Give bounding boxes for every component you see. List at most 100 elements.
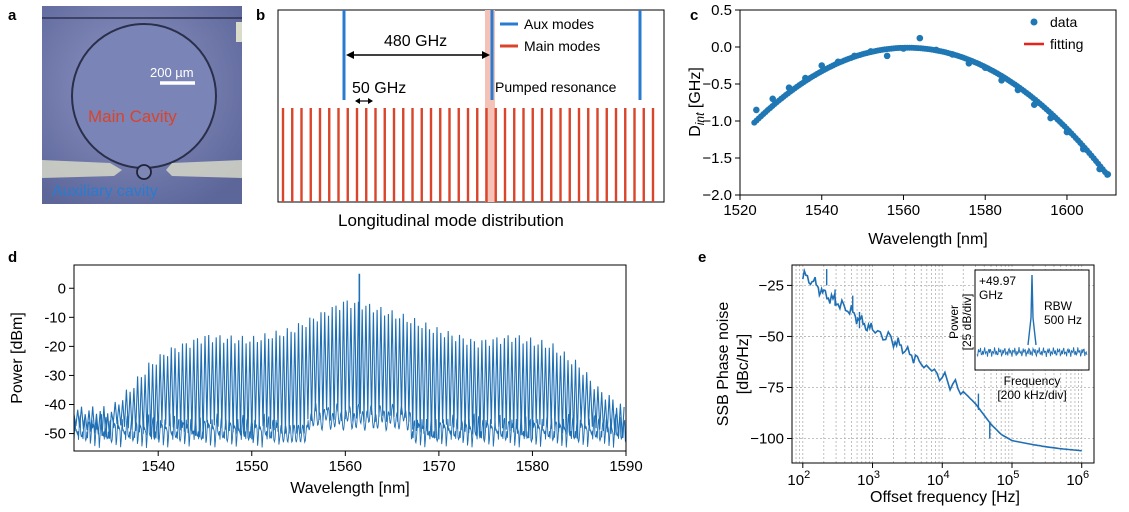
- inset-noise: [976, 346, 1088, 358]
- plot-d-frame: [73, 264, 627, 452]
- x-tick-label: 102: [787, 469, 810, 489]
- inset-ylabel-2: [25 dB/div]: [960, 294, 974, 351]
- y-tick-label: −0.5: [702, 76, 732, 93]
- plot-d-xlabel: Wavelength [nm]: [290, 480, 409, 497]
- legend-data-marker: [1030, 18, 1038, 26]
- legend-fitting-label: fitting: [1050, 36, 1083, 52]
- plot-c-frame: [739, 9, 1117, 196]
- data-point: [981, 64, 989, 72]
- x-tick-label: 106: [1066, 469, 1089, 489]
- panel-d: d 1540 1550 1560 1570 1580 1590 0 -10 -20 -30 -40 -…: [8, 249, 643, 497]
- panel-d-label: d: [8, 249, 17, 266]
- data-point: [998, 77, 1005, 84]
- y-tick-label: 0.5: [711, 2, 732, 19]
- y-tick-label: −75: [759, 379, 784, 396]
- panel-a-label: a: [8, 7, 17, 24]
- data-point: [769, 95, 776, 103]
- x-tick-label: 1600: [1050, 202, 1083, 219]
- pumped-highlight: [485, 10, 495, 202]
- data-point: [965, 59, 973, 67]
- data-point: [916, 34, 924, 42]
- fit-curve: [751, 46, 1109, 177]
- data-point: [949, 51, 956, 58]
- inset-peak: [1027, 274, 1037, 346]
- data-point: [1080, 145, 1087, 153]
- y-tick-label: -40: [44, 397, 66, 414]
- inset-ylabel-1: Power: [947, 305, 961, 339]
- plot-c-ticks: 1520 1540 1560 1580 1600 0.5 0.0 −0.5 −1.0 −1.5 −2…: [702, 2, 1083, 219]
- panel-e: e 102 103 104 105 106 −25 −50 −75 −100 Offset fr…: [698, 249, 1095, 506]
- scale-bar-label: 200 µm: [150, 65, 194, 80]
- microscope-image: [42, 6, 242, 204]
- noise-floor: [73, 401, 627, 449]
- plot-e-frame: [791, 264, 1095, 464]
- panel-c-label: c: [690, 7, 698, 24]
- plot-c-ylabel: Dint [GHz]: [687, 67, 707, 137]
- data-point: [1096, 165, 1103, 173]
- x-tick-label: 1580: [516, 458, 549, 475]
- x-tick-label: 1520: [723, 202, 756, 219]
- data-point: [1104, 170, 1112, 178]
- pumped-resonance-label: Pumped resonance: [495, 79, 617, 95]
- y-tick-label: 0: [58, 280, 66, 297]
- plot-c-xlabel: Wavelength [nm]: [868, 231, 987, 248]
- spectrum-trace: [73, 273, 627, 449]
- data-point: [932, 46, 940, 54]
- spacing-480-label: 480 GHz: [384, 33, 447, 50]
- inset-trace: [976, 274, 1088, 358]
- y-tick-label: −50: [759, 328, 784, 345]
- spacing-50-label: 50 GHz: [352, 80, 406, 97]
- x-tick-label: 104: [927, 469, 950, 489]
- x-tick-label: 1570: [422, 458, 455, 475]
- data-point: [785, 84, 793, 91]
- phase-noise-trace: [802, 267, 1082, 452]
- data-point: [1063, 128, 1071, 136]
- fit-curve: [751, 46, 1109, 177]
- main-mode-lines: [281, 108, 655, 202]
- data-point: [883, 52, 891, 60]
- y-tick-label: -20: [44, 338, 66, 355]
- data-point: [1047, 114, 1054, 122]
- x-tick-label: 1580: [969, 202, 1002, 219]
- plot-e-ylabel-line2: [dBc/Hz]: [735, 334, 752, 394]
- panel-b: b Aux modes Main modes 480 GHz 50 GHz Pu…: [256, 7, 665, 230]
- x-tick-label: 105: [997, 469, 1020, 489]
- data-point: [1030, 101, 1038, 109]
- y-tick-label: −1.0: [702, 113, 732, 130]
- inset-xlabel-1: Frequency: [1004, 374, 1061, 388]
- spectrum-comb: [73, 300, 625, 440]
- y-tick-label: −2.0: [702, 187, 732, 204]
- y-tick-label: −1.5: [702, 150, 732, 167]
- y-tick-label: −100: [750, 431, 784, 448]
- data-point: [818, 62, 826, 69]
- x-tick-label: 1560: [329, 458, 362, 475]
- legend-data-label: data: [1050, 14, 1077, 30]
- plot-d-ylabel: Power [dBm]: [9, 312, 26, 404]
- panel-a: a 200 µm Main Cavity Auxiliary cavity: [8, 6, 242, 204]
- legend-main-label: Main modes: [524, 38, 600, 54]
- data-point: [900, 45, 907, 52]
- mode-distribution-caption: Longitudinal mode distribution: [338, 211, 564, 230]
- data-point: [753, 106, 760, 114]
- x-tick-label: 1590: [609, 458, 642, 475]
- phase-noise-line: [802, 267, 1082, 452]
- plot-e-xlabel: Offset frequency [Hz]: [870, 489, 1020, 506]
- main-cavity-label: Main Cavity: [88, 107, 177, 126]
- inset-spectrum: +49.97 GHz RBW 500 Hz Power [25 dB/div] …: [947, 269, 1090, 402]
- inset-xlabel-2: [200 kHz/div]: [997, 388, 1066, 402]
- panel-e-label: e: [698, 249, 706, 266]
- x-tick-label: 1540: [142, 458, 175, 475]
- x-tick-label: 1540: [805, 202, 838, 219]
- plot-e-ylabel-line1: SSB Phase noise: [715, 302, 732, 427]
- aux-cavity-label: Auxiliary cavity: [52, 183, 158, 200]
- x-tick-label: 1550: [235, 458, 268, 475]
- data-points: [751, 34, 1112, 178]
- plot-e-ticks: 102 103 104 105 106 −25 −50 −75 −100: [750, 277, 1089, 489]
- inset-rbw-label-2: 500 Hz: [1044, 313, 1082, 327]
- inset-freq-label-1: +49.97: [979, 274, 1016, 288]
- y-tick-label: −25: [759, 277, 784, 294]
- y-tick-label: -50: [44, 426, 66, 443]
- data-point: [867, 48, 875, 55]
- x-tick-label: 1560: [887, 202, 920, 219]
